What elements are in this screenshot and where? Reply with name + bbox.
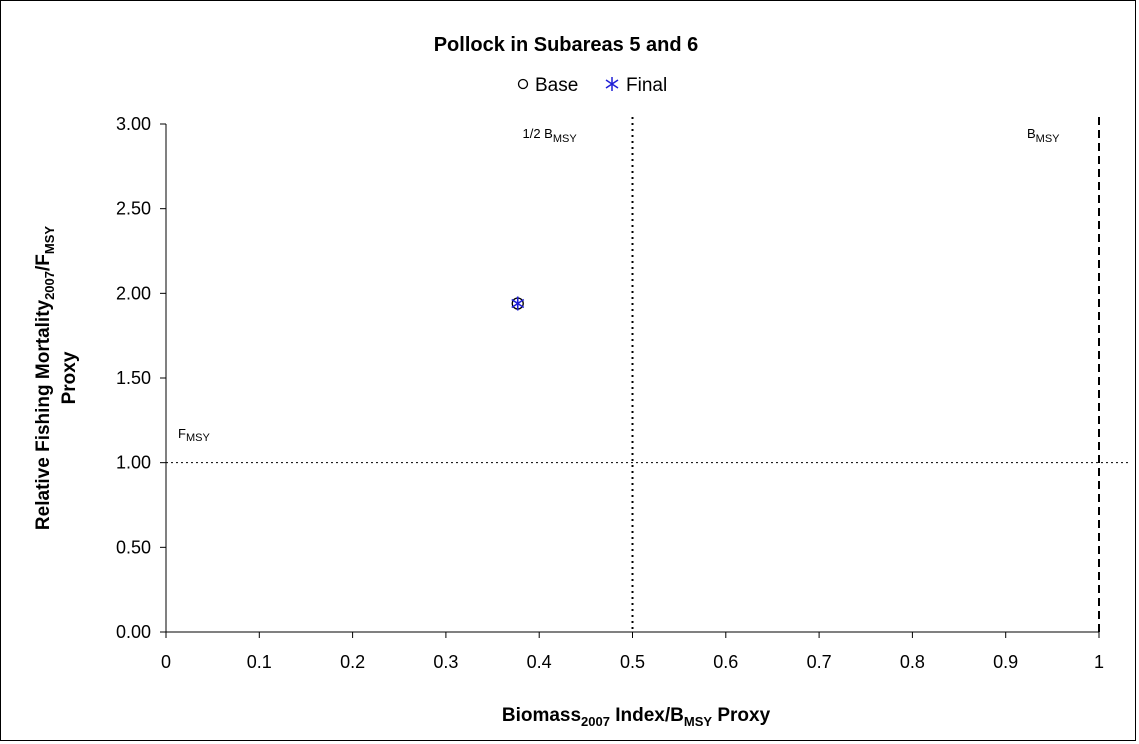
ref-label-y-2: FMSY — [178, 426, 210, 444]
y-axis-title-line2: Proxy — [59, 351, 80, 404]
legend-label-base: Base — [535, 75, 578, 96]
x-tick-label: 0.6 — [713, 652, 738, 672]
x-tick-label: 1 — [1094, 652, 1104, 672]
y-tick-label: 0.50 — [116, 537, 151, 557]
data-point-final — [511, 296, 525, 311]
ref-label-x-0: 1/2 BMSY — [523, 126, 578, 145]
legend-label-final: Final — [626, 75, 667, 96]
x-tick-label: 0.4 — [527, 652, 552, 672]
x-tick-label: 0.9 — [993, 652, 1018, 672]
x-tick-label: 0.3 — [433, 652, 458, 672]
y-tick-label: 1.50 — [116, 368, 151, 388]
y-tick-label: 3.00 — [116, 114, 151, 134]
legend-marker-final — [605, 77, 619, 91]
x-tick-label: 0 — [161, 652, 171, 672]
x-tick-label: 0.5 — [620, 652, 645, 672]
x-tick-label: 0.7 — [807, 652, 832, 672]
y-tick-label: 0.00 — [116, 622, 151, 642]
y-tick-label: 1.00 — [116, 453, 151, 473]
x-axis-title: Biomass2007 Index/BMSY Proxy — [502, 705, 771, 729]
x-tick-label: 0.1 — [247, 652, 272, 672]
legend: Base Final — [517, 75, 667, 96]
legend-marker-base — [517, 78, 529, 90]
y-axis-title-line1: Relative Fishing Mortality2007/FMSY — [33, 226, 57, 530]
asterisk-stroke — [511, 298, 525, 309]
chart-title: Pollock in Subareas 5 and 6 — [434, 34, 699, 56]
x-tick-label: 0.2 — [340, 652, 365, 672]
asterisk-stroke — [605, 79, 619, 89]
y-tick-label: 2.50 — [116, 199, 151, 219]
ref-label-x-1: BMSY — [1027, 126, 1060, 145]
x-tick-label: 0.8 — [900, 652, 925, 672]
y-tick-label: 2.00 — [116, 283, 151, 303]
